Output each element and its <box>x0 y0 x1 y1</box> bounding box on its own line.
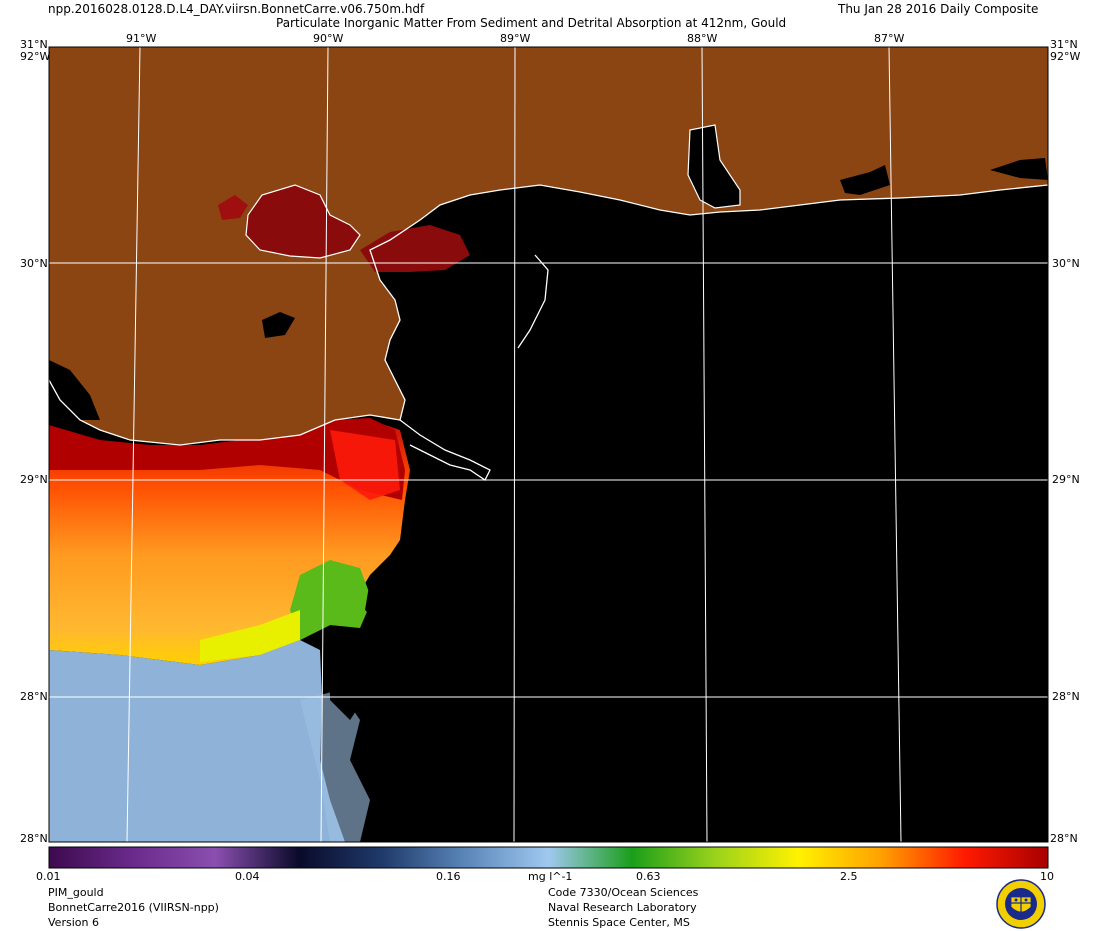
no-data-speckle <box>330 560 410 720</box>
colorbar-tick-10: 10 <box>1040 870 1054 883</box>
corner-lat-top-right: 31°N <box>1050 38 1078 51</box>
lat-label-29n-left: 29°N <box>20 473 48 486</box>
lat-label-28n-left: 28°N <box>20 690 48 703</box>
map-frame <box>48 46 1049 843</box>
footer-dataset: BonnetCarre2016 (VIIRSN-npp) <box>48 901 219 914</box>
corner-lat-bottom-left: 28°N <box>20 832 48 845</box>
mississippi-sound <box>500 185 690 230</box>
inland-lake-small <box>262 312 295 338</box>
corner-lon-glitch-left: 92°W <box>20 50 51 63</box>
colorbar-tick-0.04: 0.04 <box>235 870 260 883</box>
corner-lat-top-left: 31°N <box>20 38 48 51</box>
map-title: Particulate Inorganic Matter From Sedime… <box>276 16 787 30</box>
lake-pontchartrain-shore <box>245 184 361 259</box>
chandeleur-islands <box>517 254 549 349</box>
mobile-bay <box>688 125 740 208</box>
plume-yellow-edge <box>200 610 300 662</box>
lat-label-28n-right: 28°N <box>1052 690 1080 703</box>
lon-label-88w: 88°W <box>687 32 718 45</box>
footer-product: PIM_gould <box>48 886 104 899</box>
date-label: Thu Jan 28 2016 Daily Composite <box>838 2 1039 16</box>
land-mass <box>49 47 1048 445</box>
colorbar-tick-0.01: 0.01 <box>36 870 61 883</box>
footer-version: Version 6 <box>48 916 99 929</box>
corner-lon-glitch-right: 92°W <box>1050 50 1081 63</box>
graticule <box>49 47 1048 842</box>
low-pim-speckle <box>300 690 370 842</box>
pensacola-bay <box>840 165 890 195</box>
footer-org-code: Code 7330/Ocean Sciences <box>548 886 699 899</box>
plume-nearshore-red <box>49 418 405 500</box>
plume-green-fringe <box>290 560 372 640</box>
lon-label-91w: 91°W <box>126 32 157 45</box>
lon-label-90w: 90°W <box>313 32 344 45</box>
barataria-marsh <box>49 360 100 420</box>
colorbar-tick-0.16: 0.16 <box>436 870 461 883</box>
low-pim-water <box>49 640 345 842</box>
nrl-seal-logo <box>996 879 1046 929</box>
coastline <box>49 184 1048 446</box>
lake-borgne <box>360 225 470 272</box>
colorbar <box>48 846 1049 869</box>
lat-label-30n-right: 30°N <box>1052 257 1080 270</box>
filename-label: npp.2016028.0128.D.L4_DAY.viirsn.BonnetC… <box>48 2 425 16</box>
colorbar-tick-0.63: 0.63 <box>636 870 661 883</box>
footer-location: Stennis Space Center, MS <box>548 916 690 929</box>
plume-red-core <box>330 430 400 500</box>
birdfoot-delta <box>399 419 491 481</box>
lat-label-30n-left: 30°N <box>20 257 48 270</box>
map-area <box>49 47 1048 842</box>
lon-label-89w: 89°W <box>500 32 531 45</box>
mobile-bay-shore <box>687 124 741 209</box>
colorbar-units: mg l^-1 <box>528 870 573 883</box>
footer-org-name: Naval Research Laboratory <box>548 901 697 914</box>
lake-maurepas <box>218 195 248 220</box>
choctawhatchee-bay <box>990 158 1048 180</box>
colorbar-tick-2.5: 2.5 <box>840 870 858 883</box>
lat-label-29n-right: 29°N <box>1052 473 1080 486</box>
lon-label-87w: 87°W <box>874 32 905 45</box>
corner-lat-bottom-right: 28°N <box>1050 832 1078 845</box>
lake-pontchartrain <box>246 185 360 258</box>
